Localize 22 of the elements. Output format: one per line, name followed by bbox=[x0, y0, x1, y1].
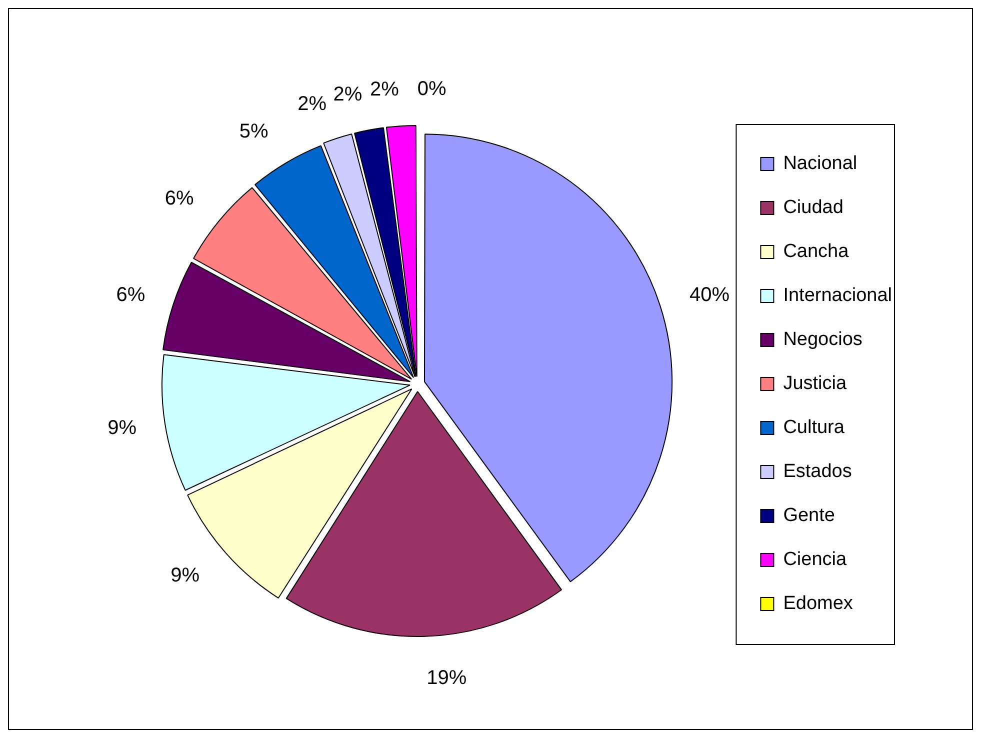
legend-label: Edomex bbox=[783, 593, 854, 614]
legend-label: Ciencia bbox=[783, 549, 847, 570]
data-label: 5% bbox=[239, 120, 269, 142]
data-label: 2% bbox=[333, 83, 362, 106]
legend-label: Negocios bbox=[783, 329, 862, 350]
legend-label: Estados bbox=[783, 461, 852, 482]
data-label: 9% bbox=[170, 564, 200, 587]
legend-label: Cultura bbox=[783, 417, 845, 438]
legend-label: Internacional bbox=[783, 285, 892, 306]
legend-label: Nacional bbox=[783, 153, 858, 174]
legend-label: Gente bbox=[783, 505, 835, 526]
data-label: 40% bbox=[690, 284, 730, 306]
data-label: 2% bbox=[298, 92, 327, 115]
legend-label: Ciudad bbox=[783, 197, 844, 218]
data-label: 6% bbox=[116, 284, 146, 306]
legend-label: Cancha bbox=[783, 241, 850, 262]
data-label: 2% bbox=[370, 78, 400, 101]
data-label: 6% bbox=[164, 188, 194, 210]
legend-label: Justicia bbox=[783, 373, 847, 394]
data-label: 9% bbox=[108, 417, 137, 439]
text: 0% bbox=[417, 78, 446, 100]
data-label: 19% bbox=[426, 666, 467, 689]
